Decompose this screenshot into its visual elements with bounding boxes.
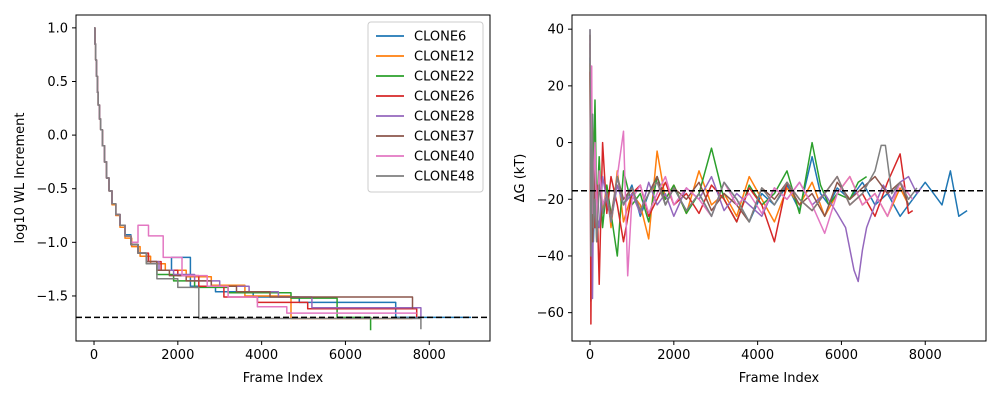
x-tick-label: 2000: [161, 348, 194, 363]
y-tick-label: 1.0: [47, 21, 68, 36]
y-ticks: 1.0 0.5 0.0 −0.5 −1.0 −1.5: [36, 21, 76, 304]
x-tick-label: 4000: [245, 348, 278, 363]
x-axis-label: Frame Index: [243, 371, 324, 386]
series-line-clone48: [589, 29, 918, 257]
y-tick-label: 0: [556, 136, 564, 151]
y-tick-label: 20: [547, 79, 564, 94]
x-tick-label: 6000: [825, 348, 858, 363]
series-line-clone48: [94, 27, 422, 330]
x-tick-label: 8000: [909, 348, 942, 363]
legend-label: CLONE40: [414, 150, 475, 165]
chart-delta-g: 0 2000 4000 6000 8000 40 20 0 −20 −40 −60 Frame I…: [513, 14, 987, 386]
x-tick-label: 6000: [329, 348, 362, 363]
y-tick-label: −0.5: [36, 182, 68, 197]
x-tick-label: 8000: [413, 348, 446, 363]
legend: CLONE6 CLONE12 CLONE22 CLONE26 CLONE28 CLONE3…: [367, 21, 484, 193]
x-ticks: 0 2000 4000 6000 8000: [90, 341, 446, 363]
x-tick-label: 0: [586, 348, 594, 363]
y-tick-label: 0.0: [47, 129, 68, 144]
y-tick-label: 0.5: [47, 75, 68, 90]
legend-label: CLONE22: [414, 70, 475, 85]
series-group: [94, 27, 472, 331]
legend-label: CLONE12: [414, 50, 475, 65]
plot-frame: [571, 14, 987, 342]
legend-label: CLONE48: [414, 170, 475, 185]
y-tick-label: −1.5: [36, 289, 68, 304]
x-tick-label: 4000: [741, 348, 774, 363]
x-axis-label: Frame Index: [739, 371, 820, 386]
plot-frame: [75, 14, 491, 342]
y-tick-label: −1.0: [36, 236, 68, 251]
y-tick-label: 40: [547, 23, 564, 38]
y-axis-label: ΔG (kT): [513, 154, 528, 203]
legend-box: [367, 21, 484, 193]
chart-wl-increment: 0 2000 4000 6000 8000 1.00.50.0−0.5−1.0−1.5 …: [13, 14, 491, 386]
x-tick-label: 2000: [657, 348, 690, 363]
y-tick-label: −60: [537, 306, 564, 321]
series-group: [589, 29, 968, 325]
y-tick-label: −20: [537, 193, 564, 208]
x-ticks: 0 2000 4000 6000 8000: [586, 341, 942, 363]
y-tick-label: −40: [537, 249, 564, 264]
legend-label: CLONE28: [414, 110, 475, 125]
y-ticks: 40 20 0 −20 −40 −60: [537, 23, 572, 321]
legend-label: CLONE26: [414, 90, 475, 105]
x-tick-label: 0: [90, 348, 98, 363]
legend-label: CLONE6: [414, 30, 466, 45]
y-axis-label: log10 WL Increment: [13, 113, 28, 244]
legend-label: CLONE37: [414, 130, 475, 145]
series-line-clone28: [589, 29, 922, 300]
